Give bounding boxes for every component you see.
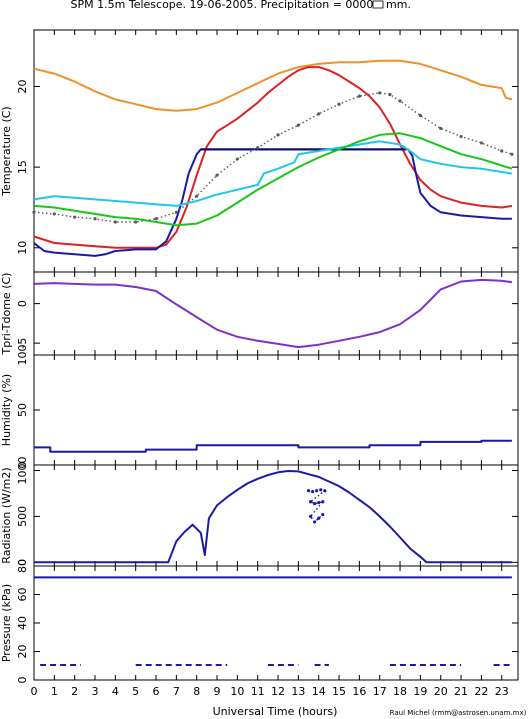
y-tick-label: 10 (16, 241, 29, 255)
data-point (134, 220, 138, 224)
y-tick-label: 50 (16, 403, 29, 417)
data-point (154, 217, 158, 221)
x-tick-label: 5 (132, 685, 139, 698)
panel-frame (33, 464, 519, 567)
precipitation-box-icon (372, 0, 384, 9)
figure-title: SPM 1.5m Telescope. 19-06-2005. Precipit… (71, 0, 374, 11)
x-tick-label: 21 (454, 685, 468, 698)
x-tick-label: 17 (373, 685, 387, 698)
x-tick-label: 22 (474, 685, 488, 698)
x-tick-label: 2 (71, 685, 78, 698)
x-tick-label: 10 (230, 685, 244, 698)
y-tick-label: 0 (16, 462, 29, 469)
data-point (510, 152, 514, 156)
x-tick-label: 12 (271, 685, 285, 698)
x-tick-label: 1 (51, 685, 58, 698)
y-tick-label: 40 (16, 616, 29, 630)
series-line-0 (34, 439, 512, 453)
x-tick-label: 15 (332, 685, 346, 698)
x-tick-label: 7 (173, 685, 180, 698)
data-point (308, 500, 313, 504)
series-line-0 (33, 278, 513, 349)
data-point (439, 126, 443, 131)
panel-frame (33, 29, 519, 273)
series-line (33, 92, 513, 223)
x-tick-label: 0 (31, 685, 38, 698)
series-line-0 (33, 59, 513, 112)
y-axis-label: Tpri-Tdome (C) (0, 273, 13, 356)
y-tick-label: -5 (16, 338, 29, 349)
x-tick-label: 6 (153, 685, 160, 698)
x-tick-label: 8 (193, 685, 200, 698)
y-tick-label: 15 (16, 160, 29, 174)
series-line-0 (34, 470, 512, 564)
y-tick-label: 20 (16, 645, 29, 659)
y-tick-label: 0 (16, 559, 29, 566)
y-tick-label: 80 (16, 559, 29, 573)
series-line-5 (33, 140, 513, 207)
x-tick-label: 4 (112, 685, 119, 698)
y-tick-label: 500 (16, 506, 29, 527)
data-point (357, 94, 361, 98)
credit-text: Raul Michel (rmm@astrosen.unam.mx) (390, 709, 527, 717)
x-axis-label: Universal Time (hours) (213, 705, 338, 718)
y-axis-label: Temperature (C) (0, 106, 13, 196)
series-line (308, 489, 327, 523)
data-point (308, 514, 313, 519)
y-tick-label: 60 (16, 588, 29, 602)
x-tick-label: 18 (393, 685, 407, 698)
x-tick-label: 23 (495, 685, 509, 698)
series-line-6 (33, 132, 513, 227)
x-tick-label: 11 (251, 685, 265, 698)
panel-frame (33, 354, 519, 466)
y-tick-label: 20 (16, 79, 29, 93)
panel-frame (33, 565, 519, 681)
y-axis-label: Radiation (W/m2) (0, 467, 13, 563)
data-point (418, 113, 422, 118)
series-line-2 (33, 148, 512, 257)
x-tick-label: 19 (413, 685, 427, 698)
y-axis-label: Humidity (%) (0, 374, 13, 446)
y-tick-label: 0 (16, 300, 29, 307)
y-tick-label: 100 (16, 345, 29, 366)
series-1 (306, 488, 327, 524)
y-tick-label: 1000 (16, 457, 29, 485)
series-4 (32, 91, 514, 224)
x-tick-label: 3 (92, 685, 99, 698)
y-axis-label: Pressure (kPa) (0, 584, 13, 662)
x-tick-label: 13 (291, 685, 305, 698)
x-tick-label: 14 (312, 685, 326, 698)
y-tick-label: 0 (16, 677, 29, 684)
x-tick-label: 20 (434, 685, 448, 698)
figure-title-unit: mm. (386, 0, 411, 11)
x-tick-label: 16 (352, 685, 366, 698)
x-tick-label: 9 (214, 685, 221, 698)
